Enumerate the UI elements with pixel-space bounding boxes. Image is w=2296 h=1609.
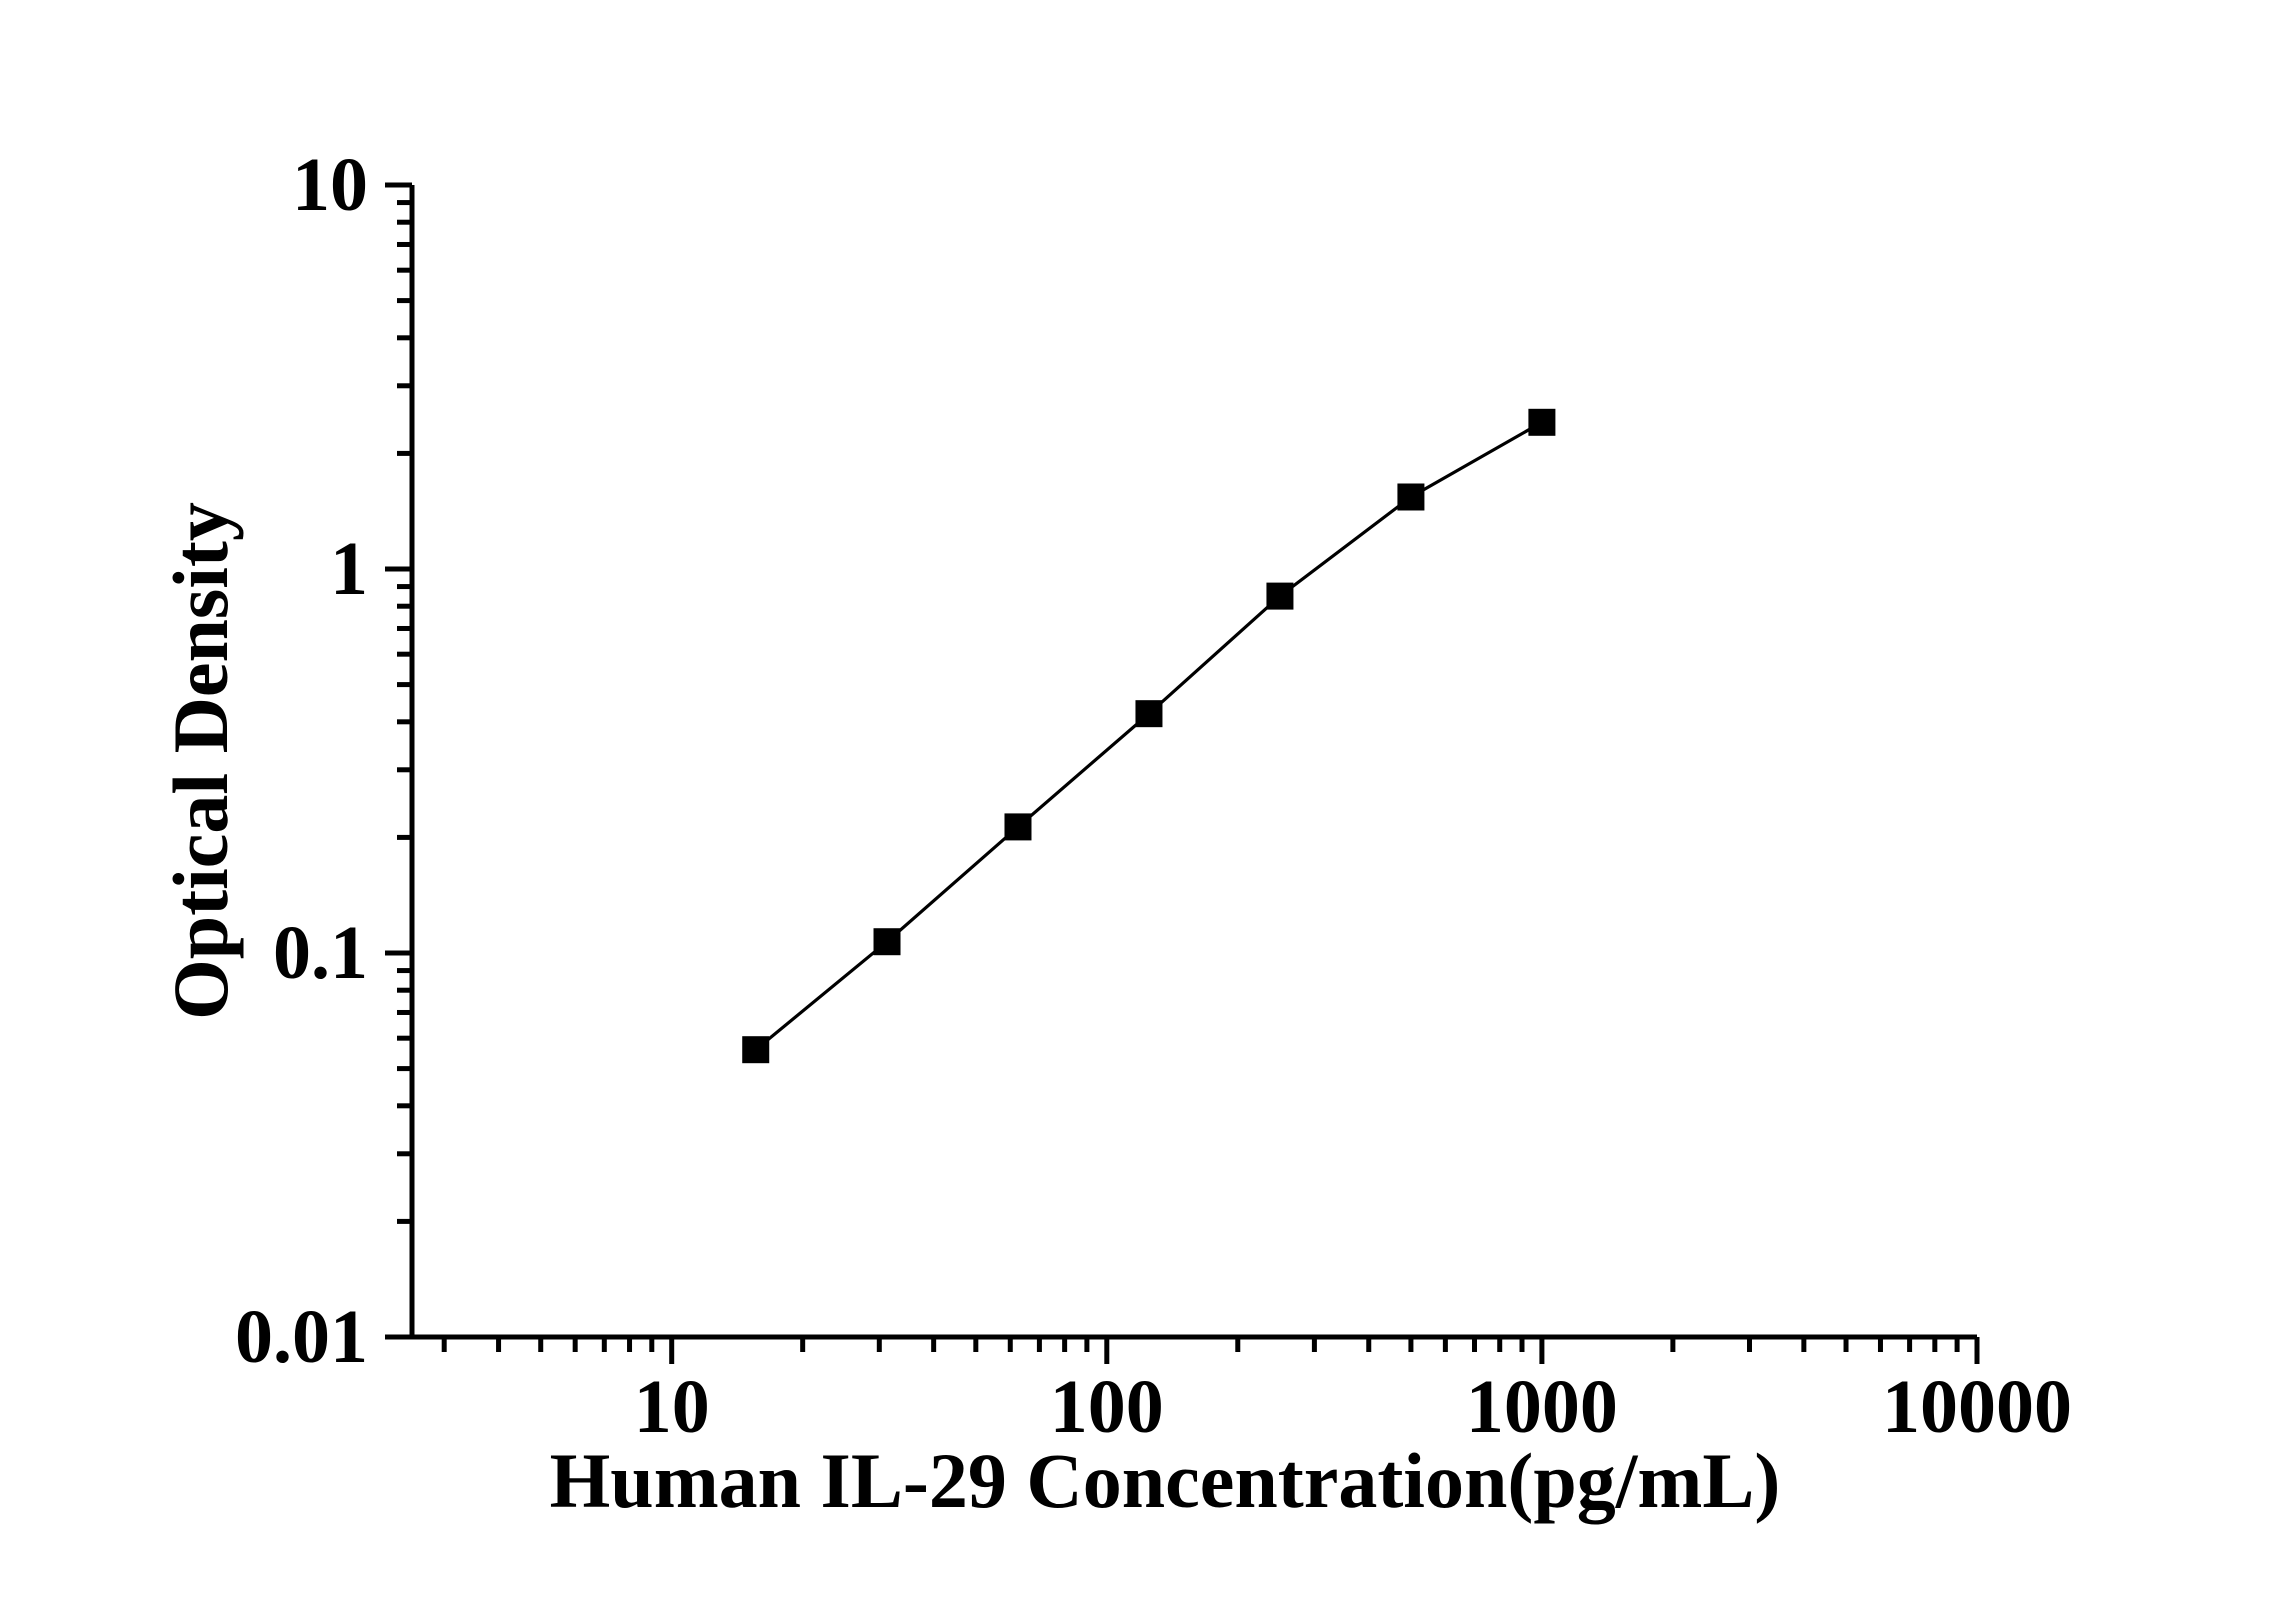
data-point-marker (1266, 582, 1294, 610)
axis-spines (409, 185, 1977, 1340)
data-point-marker (1397, 483, 1425, 511)
x-tick-label: 10000 (1882, 1365, 2072, 1449)
x-axis-title: Human IL-29 Concentration(pg/mL) (550, 1437, 1781, 1524)
y-tick-label: 0.01 (235, 1295, 368, 1379)
y-tick-label: 10 (292, 143, 368, 227)
x-tick-label: 1000 (1466, 1365, 1618, 1449)
y-tick-label: 0.1 (273, 911, 368, 995)
x-tick-label: 100 (1050, 1365, 1164, 1449)
data-point-marker (1004, 813, 1032, 841)
x-tick-label: 10 (634, 1365, 710, 1449)
y-tick-label: 1 (330, 527, 368, 611)
data-point-marker (1528, 408, 1556, 436)
data-point-marker (873, 928, 901, 956)
data-point-marker (1135, 700, 1163, 728)
data-point-marker (742, 1036, 770, 1064)
y-axis-title: Optical Density (157, 502, 244, 1020)
standard-curve-line (754, 420, 1543, 1051)
